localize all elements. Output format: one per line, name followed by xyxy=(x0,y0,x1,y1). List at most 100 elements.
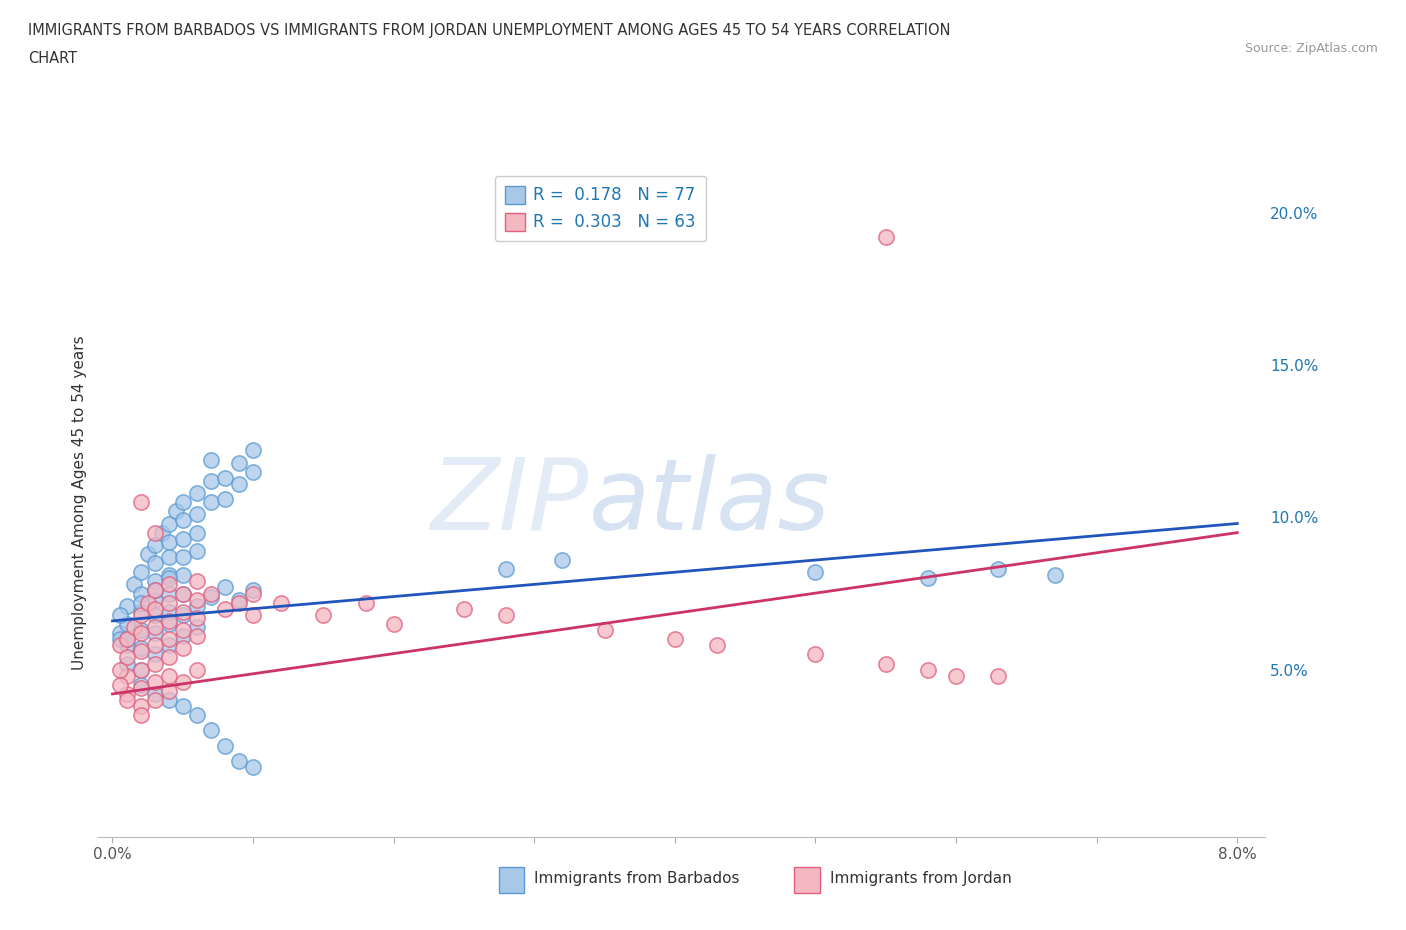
Point xyxy=(129,604,152,619)
Point xyxy=(143,583,166,598)
Point xyxy=(172,674,194,689)
Point xyxy=(495,607,517,622)
Point xyxy=(186,574,208,589)
Point xyxy=(115,650,138,665)
Point xyxy=(129,698,152,713)
Point xyxy=(172,629,194,644)
Point xyxy=(200,586,222,601)
Point xyxy=(157,669,180,684)
Point xyxy=(108,662,131,677)
Point xyxy=(214,602,236,617)
Point xyxy=(157,595,180,610)
Point xyxy=(157,631,180,646)
Text: IMMIGRANTS FROM BARBADOS VS IMMIGRANTS FROM JORDAN UNEMPLOYMENT AMONG AGES 45 TO: IMMIGRANTS FROM BARBADOS VS IMMIGRANTS F… xyxy=(28,23,950,38)
Point xyxy=(129,595,152,610)
Point xyxy=(115,638,138,653)
Point xyxy=(108,631,131,646)
Point xyxy=(108,626,131,641)
Point xyxy=(382,617,405,631)
Point xyxy=(200,723,222,737)
Text: Immigrants from Barbados: Immigrants from Barbados xyxy=(534,871,740,886)
Point xyxy=(108,677,131,692)
Point xyxy=(129,622,152,637)
Point xyxy=(122,619,145,634)
Point xyxy=(214,580,236,595)
Point xyxy=(136,547,159,562)
Point xyxy=(172,513,194,528)
Point xyxy=(143,619,166,634)
Point xyxy=(157,535,180,550)
Point xyxy=(172,641,194,656)
Point xyxy=(172,604,194,619)
Point xyxy=(228,455,250,470)
Point xyxy=(228,595,250,610)
Point xyxy=(129,644,152,658)
Point xyxy=(186,543,208,558)
Point xyxy=(172,698,194,713)
Point xyxy=(122,577,145,591)
Point xyxy=(186,598,208,613)
Point xyxy=(115,631,138,646)
Point xyxy=(495,562,517,577)
Point xyxy=(143,607,166,622)
Point xyxy=(157,568,180,583)
Point xyxy=(129,708,152,723)
Point xyxy=(143,693,166,708)
Point xyxy=(143,592,166,607)
Point xyxy=(186,507,208,522)
Point xyxy=(945,669,967,684)
Point xyxy=(129,626,152,641)
Point xyxy=(157,650,180,665)
Point xyxy=(200,452,222,467)
Point xyxy=(129,681,152,696)
Point xyxy=(200,473,222,488)
Point xyxy=(804,647,827,662)
Point xyxy=(157,571,180,586)
Text: atlas: atlas xyxy=(589,454,830,551)
Text: ZIP: ZIP xyxy=(430,454,589,551)
Point xyxy=(115,669,138,684)
Point xyxy=(214,471,236,485)
Point xyxy=(186,610,208,625)
Point xyxy=(129,565,152,579)
Point xyxy=(706,638,728,653)
Point xyxy=(172,495,194,510)
Point xyxy=(157,617,180,631)
Point xyxy=(917,571,939,586)
Point xyxy=(664,631,686,646)
Text: CHART: CHART xyxy=(28,51,77,66)
Point xyxy=(593,622,616,637)
Point xyxy=(186,485,208,500)
Point xyxy=(143,583,166,598)
Point xyxy=(453,602,475,617)
Point xyxy=(108,638,131,653)
Point xyxy=(242,464,264,479)
Point xyxy=(157,516,180,531)
Point xyxy=(129,607,152,622)
Point xyxy=(143,647,166,662)
Point xyxy=(172,607,194,622)
Point xyxy=(186,662,208,677)
Point xyxy=(987,562,1010,577)
Point xyxy=(157,693,180,708)
Point xyxy=(200,495,222,510)
Point xyxy=(214,738,236,753)
Point xyxy=(157,638,180,653)
Point xyxy=(242,760,264,775)
Point xyxy=(143,525,166,540)
Point xyxy=(157,684,180,698)
Point xyxy=(115,631,138,646)
Point xyxy=(129,662,152,677)
Point xyxy=(242,586,264,601)
Point xyxy=(200,589,222,604)
Point xyxy=(917,662,939,677)
Point xyxy=(115,617,138,631)
Point xyxy=(228,592,250,607)
Point xyxy=(875,656,897,671)
Point xyxy=(270,595,292,610)
Point xyxy=(143,638,166,653)
Point xyxy=(129,641,152,656)
Point xyxy=(172,550,194,565)
Point xyxy=(228,476,250,491)
Point xyxy=(172,586,194,601)
